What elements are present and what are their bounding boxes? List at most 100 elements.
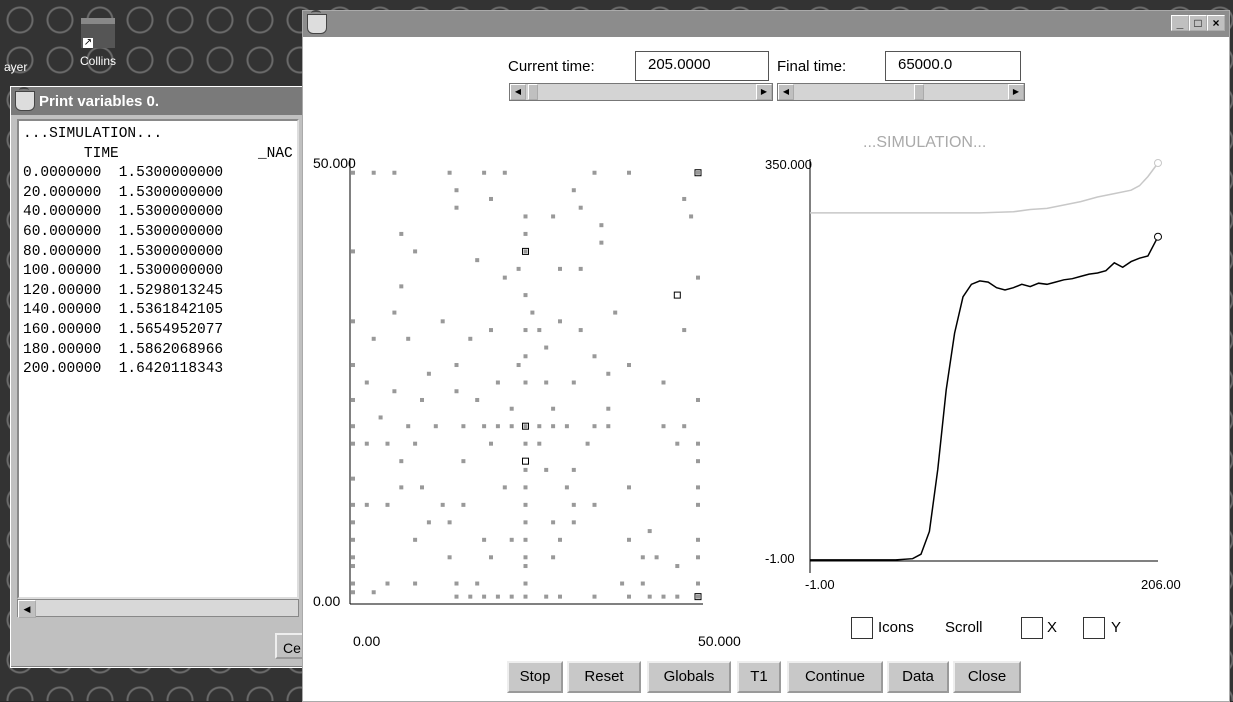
scatter-point <box>661 380 666 385</box>
scatter-point <box>675 441 680 446</box>
slider-left-arrow-icon[interactable]: ◀ <box>778 84 794 100</box>
stop-button[interactable]: Stop <box>507 661 563 693</box>
final-time-field[interactable]: 65000.0 <box>885 51 1021 81</box>
java-cup-icon <box>307 10 327 34</box>
scatter-point <box>599 240 604 245</box>
time-series-line-plot: ...SIMULATION... 350.000 -1.00 -1.00 206… <box>765 134 1181 592</box>
scatter-highlight-point <box>522 457 529 465</box>
current-time-field[interactable]: 205.0000 <box>635 51 769 81</box>
icons-checkbox[interactable] <box>851 617 873 639</box>
scatter-point <box>689 214 694 219</box>
final-time-slider-thumb[interactable] <box>914 84 924 100</box>
scatter-point <box>640 555 645 560</box>
t1-button[interactable]: T1 <box>737 661 781 693</box>
print-row: 100.00000 1.5300000000 <box>23 263 224 280</box>
close-button[interactable]: Close <box>953 661 1021 693</box>
scatter-point <box>606 424 611 429</box>
scatter-point <box>371 590 376 595</box>
final-time-slider[interactable]: ◀ ▶ <box>777 83 1025 101</box>
slider-right-arrow-icon[interactable]: ▶ <box>756 84 772 100</box>
scatter-point <box>627 485 631 490</box>
desktop-icon-collins[interactable]: Collins <box>80 18 116 68</box>
print-output-textarea[interactable]: ...SIMULATION... TIME _NAC 0.0000000 1.5… <box>17 119 299 599</box>
current-time-slider-thumb[interactable] <box>528 84 538 100</box>
print-rows: 0.0000000 1.5300000000 20.000000 1.53000… <box>23 165 223 377</box>
scatter-point <box>537 424 542 429</box>
scatter-point <box>440 502 445 507</box>
scatter-point <box>682 196 687 201</box>
scatter-point <box>482 537 487 542</box>
maximize-icon[interactable]: □ <box>1189 15 1207 31</box>
final-time-value: 65000.0 <box>898 56 953 73</box>
scatter-point <box>696 485 700 490</box>
scatter-point <box>696 537 700 542</box>
scatter-point <box>371 336 376 341</box>
scatter-point <box>675 564 680 569</box>
print-row: 160.00000 1.5654952077 <box>23 321 224 338</box>
continue-button[interactable]: Continue <box>787 661 883 693</box>
scatter-point <box>364 502 369 507</box>
scatter-point <box>675 594 680 599</box>
simulation-window-titlebar[interactable] <box>303 10 1229 37</box>
scatter-point <box>385 581 390 586</box>
scatter-point <box>682 424 687 429</box>
data-button[interactable]: Data <box>887 661 949 693</box>
scatter-point <box>420 397 424 402</box>
scatter-point <box>454 581 459 586</box>
scatter-point <box>351 555 355 560</box>
print-window-title: Print variables 0. <box>39 92 160 110</box>
scatter-point <box>454 389 459 394</box>
scatter-point <box>454 205 459 210</box>
scatter-point <box>558 319 562 324</box>
scatter-point <box>578 266 583 271</box>
scatter-point <box>592 424 597 429</box>
scatter-point <box>468 594 473 599</box>
slider-left-arrow-icon[interactable]: ◀ <box>510 84 526 100</box>
scatter-point <box>447 170 452 175</box>
scatter-point <box>578 205 583 210</box>
scatter-point <box>585 441 590 446</box>
scatter-highlight-point <box>522 247 529 255</box>
window-controls: _ □ × <box>1171 15 1225 31</box>
scroll-x-checkbox[interactable] <box>1021 617 1043 639</box>
reset-button[interactable]: Reset <box>567 661 641 693</box>
scatter-point <box>502 485 507 490</box>
scatter-point <box>447 555 452 560</box>
desktop-icon-collins-label: Collins <box>80 54 117 68</box>
line-plot-title: ...SIMULATION... <box>863 134 986 151</box>
print-horizontal-scrollbar[interactable]: ◀ <box>17 599 299 618</box>
line-plot-x-right-label: 206.00 <box>1141 577 1181 592</box>
current-time-label: Current time: <box>508 58 595 75</box>
scatter-point <box>475 258 480 263</box>
minimize-icon[interactable]: _ <box>1171 15 1189 31</box>
close-icon[interactable]: × <box>1207 15 1225 31</box>
current-time-slider[interactable]: ◀ ▶ <box>509 83 773 101</box>
scatter-point <box>364 441 369 446</box>
line-plot-x-left-label: -1.00 <box>805 577 835 592</box>
scatter-point <box>420 485 424 490</box>
scatter-point <box>523 594 528 599</box>
scatter-point <box>551 406 556 411</box>
scatter-point <box>413 441 418 446</box>
scroll-y-checkbox[interactable] <box>1083 617 1105 639</box>
scatter-point <box>523 555 528 560</box>
print-row: 200.00000 1.6420118343 <box>23 361 224 378</box>
scatter-point <box>523 293 528 298</box>
desktop-icon-player[interactable]: ayer <box>4 60 27 74</box>
scatter-point <box>571 502 576 507</box>
spatial-scatter-plot: 50.000 0.00 0.00 50.000 <box>313 155 741 649</box>
scroll-left-arrow-icon[interactable]: ◀ <box>18 600 36 618</box>
scatter-point <box>351 319 355 324</box>
print-row: 140.00000 1.5361842105 <box>23 302 224 319</box>
scatter-point <box>627 170 631 175</box>
print-row: 60.000000 1.5300000000 <box>23 223 224 240</box>
print-row: 80.000000 1.5300000000 <box>23 243 224 260</box>
globals-button[interactable]: Globals <box>647 661 731 693</box>
print-window-titlebar[interactable]: Print variables 0. <box>11 87 311 115</box>
scatter-point <box>523 537 528 542</box>
scatter-point <box>426 371 431 376</box>
scatter-point <box>564 485 569 490</box>
slider-right-arrow-icon[interactable]: ▶ <box>1008 84 1024 100</box>
scatter-point <box>509 424 514 429</box>
scatter-point <box>482 170 487 175</box>
